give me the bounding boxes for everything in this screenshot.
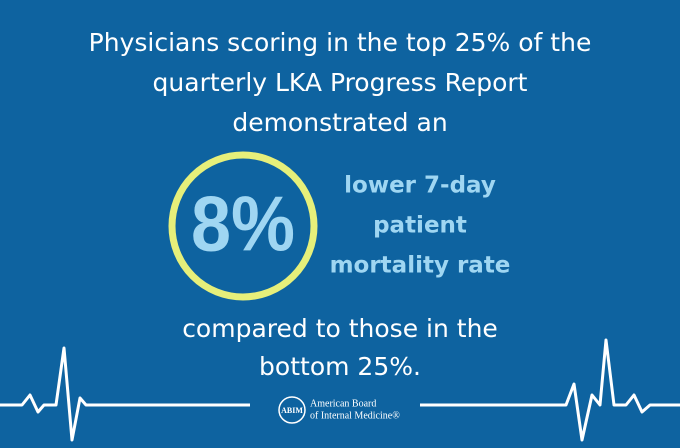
footer-line: compared to those in the <box>182 314 498 343</box>
stat-description: patient <box>373 213 467 239</box>
stat-ring <box>168 151 318 301</box>
stat-value: 8% <box>191 180 295 268</box>
logo-name: of Internal Medicine® <box>310 410 400 421</box>
stat-description: lower 7-day <box>344 173 496 199</box>
logo: ABIM American Board of Internal Medicine… <box>278 396 400 424</box>
stat-description: mortality rate <box>330 253 511 279</box>
footer-line: bottom 25%. <box>259 352 421 381</box>
heartbeat-line <box>420 338 680 442</box>
logo-seal <box>278 396 306 424</box>
headline-line: quarterly LKA Progress Report <box>153 68 528 97</box>
headline-line: demonstrated an <box>232 108 447 137</box>
heartbeat-line <box>0 346 250 442</box>
headline-line: Physicians scoring in the top 25% of the <box>89 28 592 57</box>
logo-name: American Board <box>310 398 376 409</box>
logo-monogram: ABIM <box>281 406 303 415</box>
